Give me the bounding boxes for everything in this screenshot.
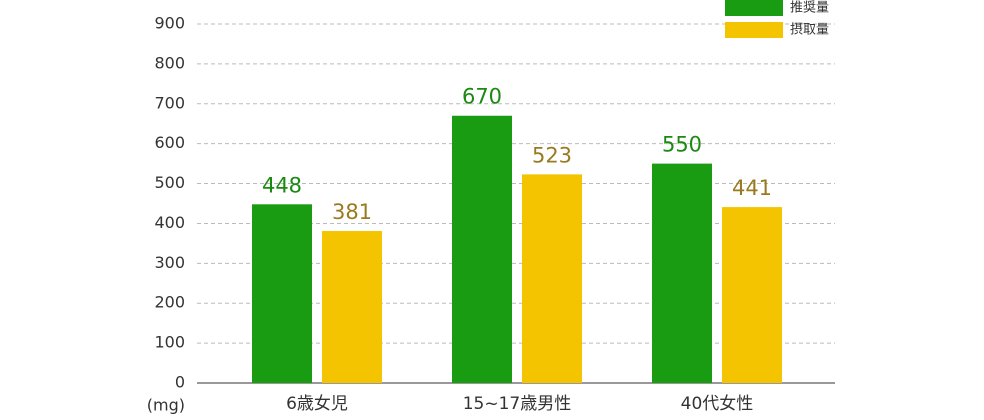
x-tick-label: 15~17歳男性: [463, 394, 572, 414]
y-tick-label: 300: [154, 253, 185, 272]
value-label: 550: [662, 133, 702, 157]
bar: [252, 204, 312, 383]
y-tick-label: 200: [154, 293, 185, 312]
legend-label: 摂取量: [790, 22, 829, 38]
bar: [452, 115, 512, 383]
y-tick-label: 100: [154, 333, 185, 352]
y-tick-label: 500: [154, 173, 185, 192]
y-tick-label: 800: [154, 53, 185, 72]
value-label: 670: [462, 85, 502, 109]
legend-swatch: [725, 0, 783, 16]
legend-label: 推奨量: [790, 1, 829, 16]
y-tick-label: 900: [154, 14, 185, 33]
bar: [322, 231, 382, 383]
x-tick-label: 40代女性: [681, 394, 754, 414]
bar: [522, 174, 582, 383]
value-label: 441: [732, 176, 772, 200]
value-label: 381: [332, 200, 372, 224]
x-tick-label: 6歳女児: [286, 394, 348, 414]
legend-swatch: [725, 22, 783, 38]
bar: [652, 163, 712, 383]
y-tick-label: 400: [154, 213, 185, 232]
bar: [722, 207, 782, 383]
y-tick-label: 700: [154, 93, 185, 112]
value-label: 523: [532, 143, 572, 167]
value-label: 448: [262, 173, 302, 197]
y-tick-label: 0: [175, 373, 185, 392]
y-tick-label: 600: [154, 133, 185, 152]
y-unit: (mg): [147, 396, 185, 415]
